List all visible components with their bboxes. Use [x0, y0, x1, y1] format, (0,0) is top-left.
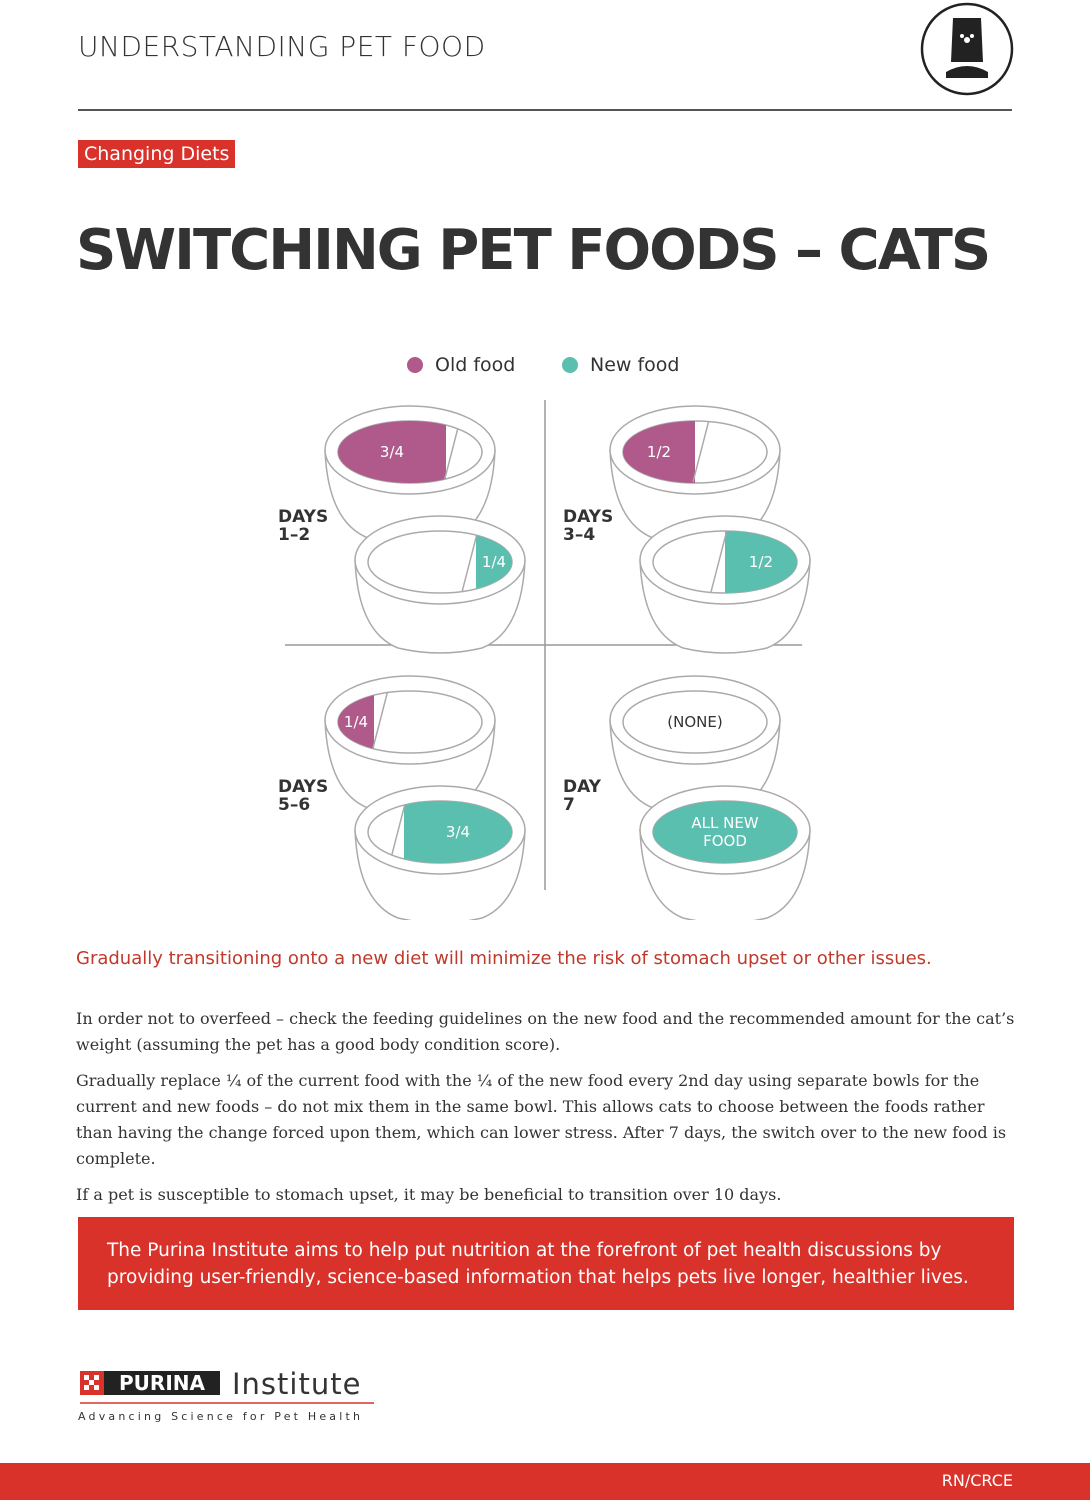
divider	[371, 691, 389, 753]
stage-label: DAYS	[278, 777, 328, 797]
paragraph: Gradually replace ¼ of the current food …	[76, 1071, 1007, 1168]
logo-brand: PURINA	[119, 1371, 205, 1395]
bowl-label: (NONE)	[667, 713, 722, 731]
footer-code: RN/CRCE	[941, 1471, 1013, 1490]
bowl: 3/4	[354, 785, 526, 920]
stage-label: DAY	[563, 777, 602, 797]
stage-label: 1–2	[278, 525, 310, 545]
paragraph: In order not to overfeed – check the fee…	[76, 1009, 1015, 1054]
stage-label: DAYS	[278, 507, 328, 527]
legend-label: Old food	[435, 354, 515, 376]
bowl-label: FOOD	[703, 832, 747, 850]
section-tag: Changing Diets	[78, 140, 236, 168]
bowl: 1/2	[609, 405, 781, 544]
paragraph: If a pet is susceptible to stomach upset…	[76, 1185, 782, 1204]
bowl-label: 3/4	[380, 443, 404, 461]
logo-checker	[80, 1371, 104, 1395]
legend-dot	[562, 357, 578, 373]
divider	[461, 531, 479, 593]
bowl-label: 1/2	[647, 443, 671, 461]
legend-label: New food	[590, 354, 679, 376]
header-rule	[78, 109, 1012, 111]
bowl: 1/2	[639, 515, 811, 654]
stage-label: DAYS	[563, 507, 613, 527]
bowl-label: ALL NEW	[691, 814, 758, 832]
stage-label: 7	[563, 795, 575, 815]
bowl: 3/4	[324, 405, 496, 544]
divider	[443, 421, 461, 483]
highlight-text: Gradually transitioning onto a new diet …	[76, 948, 932, 969]
footer-bar: RN/CRCE	[0, 1463, 1090, 1500]
bowl-diagram: Old food New food3/41/4DAYS1–21/21/2DAYS3…	[278, 354, 811, 920]
stage-label: 3–4	[563, 525, 595, 545]
bowl-label: 1/2	[749, 553, 773, 571]
banner: The Purina Institute aims to help put nu…	[78, 1217, 1014, 1310]
bowl-label: 1/4	[482, 553, 506, 571]
body-text: In order not to overfeed – check the fee…	[76, 1006, 1021, 1218]
header-title: UNDERSTANDING PET FOOD	[78, 30, 486, 63]
divider	[389, 801, 407, 863]
divider	[710, 531, 728, 593]
logo: PURINA Institute Advancing Science for P…	[78, 1367, 374, 1423]
bowl-label: 3/4	[446, 823, 470, 841]
page-title: SWITCHING PET FOODS – CATS	[76, 218, 991, 283]
bowl: (NONE)	[609, 675, 781, 814]
logo-name: Institute	[232, 1367, 361, 1401]
header-icon	[920, 2, 1014, 96]
bowl-label: 1/4	[344, 713, 368, 731]
bowl: 1/4	[354, 515, 526, 654]
logo-tagline: Advancing Science for Pet Health	[78, 1410, 363, 1423]
divider	[692, 421, 710, 483]
stage-label: 5–6	[278, 795, 310, 815]
legend-dot	[407, 357, 423, 373]
bowl-inner	[622, 690, 768, 754]
food-fill	[653, 801, 797, 863]
